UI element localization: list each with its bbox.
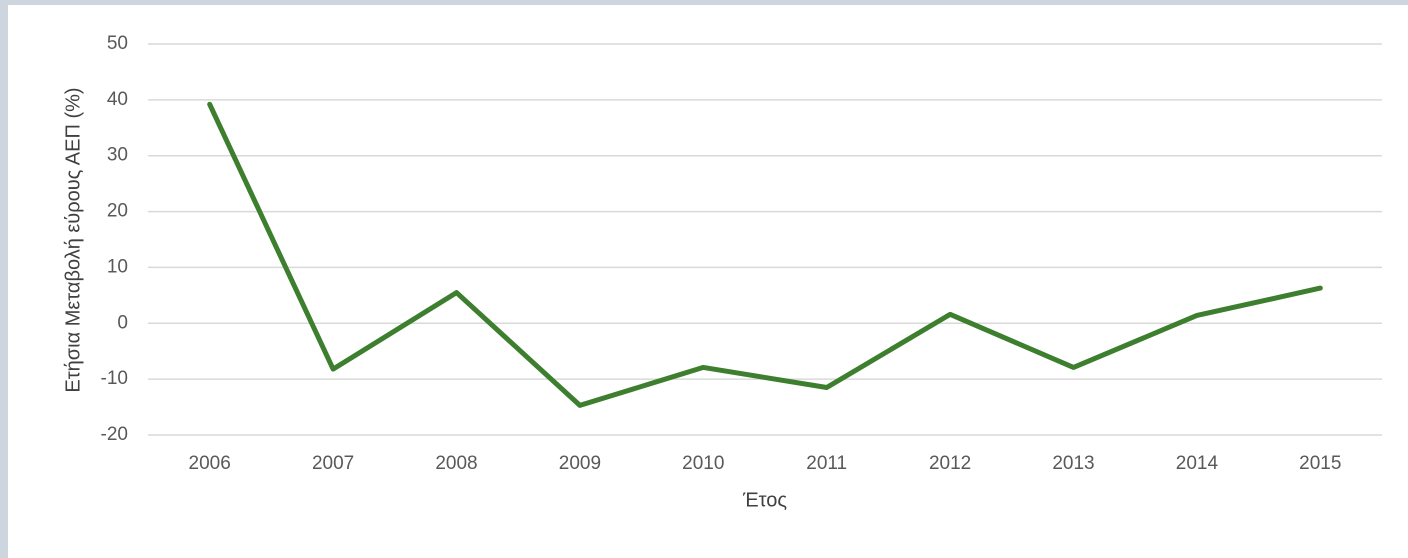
- y-tick-label: 0: [117, 312, 128, 333]
- plot-background: [8, 5, 1408, 558]
- x-tick-label: 2006: [189, 453, 231, 474]
- y-tick-label: 20: [107, 201, 128, 222]
- y-tick-label: 30: [107, 145, 128, 166]
- y-tick-label: 10: [107, 256, 128, 277]
- x-tick-label: 2011: [806, 453, 847, 474]
- x-tick-label: 2007: [312, 453, 354, 474]
- y-tick-label: -10: [101, 368, 128, 389]
- x-tick-label: 2008: [435, 453, 477, 474]
- x-tick-label: 2015: [1299, 453, 1341, 474]
- y-axis-title: Ετήσια Μεταβολή εύρους ΑΕΠ (%): [62, 87, 84, 392]
- y-tick-label: 40: [107, 89, 128, 110]
- x-tick-label: 2014: [1176, 453, 1219, 474]
- y-tick-label: -20: [101, 424, 128, 445]
- x-axis-title: Έτος: [742, 489, 787, 511]
- y-tick-label: 50: [107, 33, 128, 54]
- x-tick-label: 2013: [1052, 453, 1094, 474]
- x-tick-label: 2010: [682, 453, 724, 474]
- data-line: [207, 101, 1323, 408]
- x-tick-label: 2009: [559, 453, 601, 474]
- x-tick-label: 2012: [929, 453, 971, 474]
